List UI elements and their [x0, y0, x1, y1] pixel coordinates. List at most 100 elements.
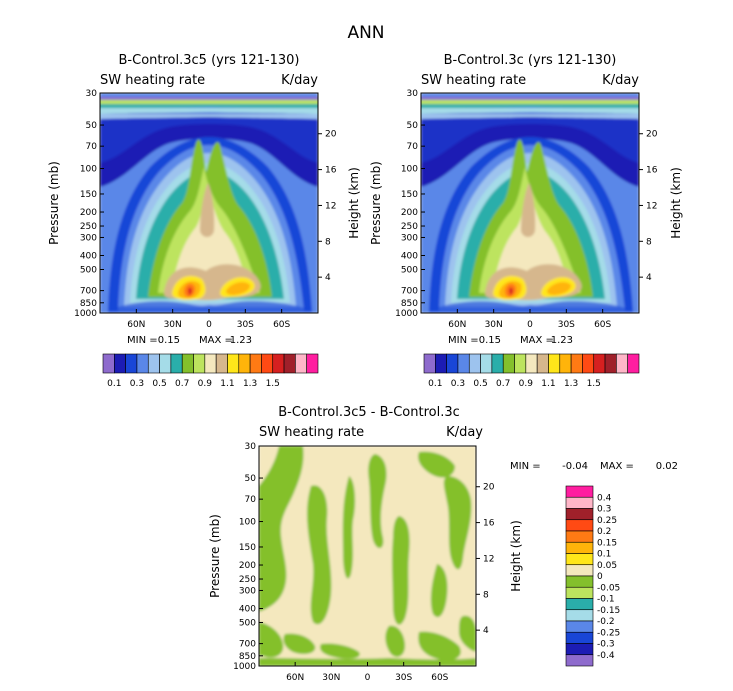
colorbar-label: 1.5 — [266, 379, 280, 389]
colorbar-label: 1.3 — [243, 379, 257, 389]
colorbar-label: 0.9 — [198, 379, 213, 389]
colorbar-swatch — [565, 508, 594, 521]
y-axis-label: Pressure (mb) — [208, 514, 222, 598]
colorbar-swatch — [565, 575, 594, 588]
colorbar-swatch — [423, 353, 436, 374]
y-tick-label: 150 — [80, 190, 97, 200]
colorbar-swatch — [582, 353, 595, 374]
colorbar-swatch — [565, 654, 594, 667]
page-title: ANN — [347, 23, 384, 43]
colorbar-label: 0.2 — [597, 527, 611, 537]
colorbar-label: 0.4 — [597, 493, 612, 503]
x-tick-label: 0 — [206, 320, 212, 330]
colorbar-swatch — [446, 353, 459, 374]
colorbar: 0.1 0.3 0.5 0.7 0.9 1.1 1.3 1.5 — [423, 353, 640, 389]
colorbar-swatch — [238, 353, 251, 374]
colorbar-label: 1.1 — [541, 379, 555, 389]
y2-tick-label: 16 — [646, 166, 658, 176]
stats-line: MIN = -0.04 MAX = 0.02 — [510, 461, 678, 472]
colorbar-swatch — [565, 564, 594, 577]
max-value: 1.23 — [230, 335, 252, 346]
colorbar-label: 0.1 — [107, 379, 121, 389]
y-tick-label: 400 — [401, 252, 418, 262]
y-tick-label: 1000 — [233, 662, 256, 672]
x-tick-label: 30S — [237, 320, 254, 330]
x-tick-label: 60N — [286, 673, 304, 683]
colorbar-label: 1.5 — [587, 379, 601, 389]
x-tick-label: 60N — [448, 320, 466, 330]
y-tick-label: 400 — [80, 252, 97, 262]
y-tick-label: 150 — [239, 543, 256, 553]
y-axis-label: Pressure (mb) — [369, 161, 383, 245]
colorbar-label: 0.7 — [175, 379, 189, 389]
colorbar-swatch — [193, 353, 206, 374]
max-label: MAX = — [199, 335, 233, 346]
stats-line: MIN = 0.15 MAX = 1.23 — [127, 335, 252, 346]
x-tick-label: 30S — [395, 673, 412, 683]
colorbar-swatch — [627, 353, 640, 374]
x-tick-label: 30N — [322, 673, 340, 683]
units-label: K/day — [446, 425, 483, 440]
x-tick-label: 30S — [558, 320, 575, 330]
y2-tick-label: 8 — [646, 237, 652, 247]
x-tick-label: 0 — [527, 320, 533, 330]
y-tick-label: 850 — [239, 652, 256, 662]
colorbar: 0.40.30.250.20.150.10.050-0.05-0.1-0.15-… — [565, 485, 620, 667]
colorbar-swatch — [565, 530, 594, 543]
colorbar-swatch — [249, 353, 262, 374]
y-tick-label: 30 — [407, 89, 419, 99]
y-tick-label: 250 — [401, 222, 418, 232]
colorbar-label: 0.3 — [451, 379, 465, 389]
colorbar-swatch — [136, 353, 149, 374]
y-tick-label: 200 — [239, 561, 256, 571]
colorbar-swatch — [283, 353, 296, 374]
colorbar-swatch — [565, 519, 594, 532]
y2-tick-label: 20 — [483, 483, 495, 493]
y-tick-label: 50 — [407, 121, 419, 131]
colorbar-swatch — [604, 353, 617, 374]
colorbar-swatch — [435, 353, 447, 374]
y2-tick-label: 8 — [325, 237, 331, 247]
y2-tick-label: 12 — [325, 201, 336, 211]
colorbar-swatch — [593, 353, 606, 374]
y-tick-label: 400 — [239, 605, 256, 615]
stats-line: MIN = 0.15 MAX = 1.23 — [448, 335, 573, 346]
colorbar-label: 0.5 — [152, 379, 166, 389]
contour-plot — [419, 93, 641, 313]
x-tick-label: 30N — [164, 320, 182, 330]
y-tick-label: 50 — [86, 121, 98, 131]
colorbar-swatch — [525, 353, 538, 374]
y-tick-label: 300 — [239, 586, 256, 596]
colorbar-swatch — [480, 353, 493, 374]
y-tick-label: 850 — [80, 299, 97, 309]
y2-axis-label: Height (km) — [509, 520, 523, 591]
colorbar-label: 0.1 — [597, 550, 611, 560]
variable-label: SW heating rate — [421, 73, 526, 88]
colorbar-swatch — [502, 353, 515, 374]
colorbar-swatch — [548, 353, 561, 374]
colorbar-label: -0.05 — [597, 583, 620, 593]
colorbar-swatch — [491, 353, 504, 374]
colorbar-swatch — [204, 353, 217, 374]
y-tick-label: 500 — [239, 619, 256, 629]
y-tick-label: 250 — [80, 222, 97, 232]
colorbar-swatch — [565, 553, 594, 566]
max-label: MAX = — [520, 335, 554, 346]
y2-tick-label: 4 — [325, 273, 331, 283]
colorbar-label: -0.15 — [597, 606, 620, 616]
contour-plot — [98, 93, 320, 313]
colorbar-swatch — [559, 353, 572, 374]
colorbar-swatch — [215, 353, 228, 374]
variable-label: SW heating rate — [100, 73, 205, 88]
x-tick-label: 60S — [273, 320, 290, 330]
y2-tick-label: 4 — [646, 273, 652, 283]
units-label: K/day — [602, 73, 639, 88]
y2-tick-label: 4 — [483, 626, 489, 636]
colorbar-swatch — [261, 353, 274, 374]
colorbar-swatch — [272, 353, 285, 374]
min-label: MIN = — [510, 461, 541, 472]
panel-title: B-Control.3c (yrs 121-130) — [444, 53, 617, 68]
y2-tick-label: 20 — [646, 130, 658, 140]
units-label: K/day — [281, 73, 318, 88]
y-tick-label: 500 — [401, 266, 418, 276]
